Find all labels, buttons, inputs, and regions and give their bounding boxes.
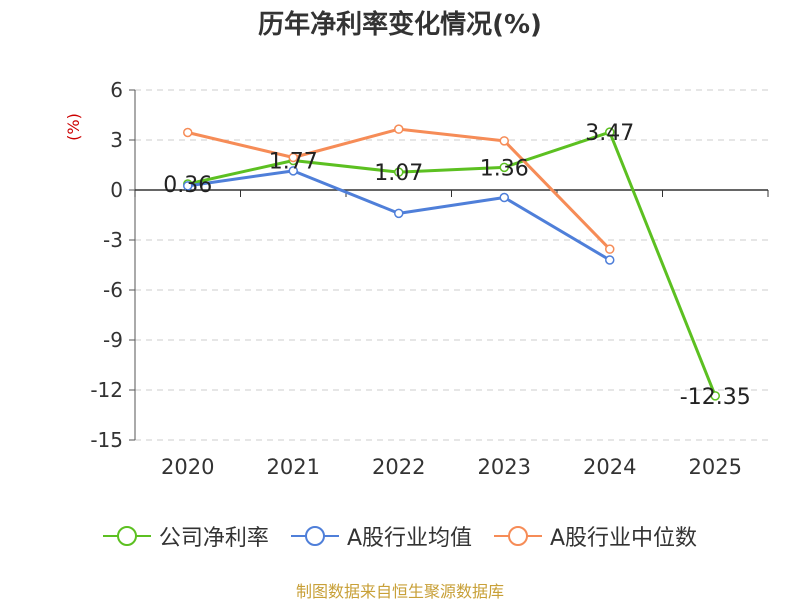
legend-marker-icon (290, 526, 339, 546)
y-tick-label: 3 (110, 128, 123, 152)
legend-label: 公司净利率 (158, 526, 269, 551)
chart-title: 历年净利率变化情况(%) (258, 10, 542, 40)
data-label: 0.36 (163, 173, 212, 198)
y-tick-label: 0 (110, 178, 123, 202)
data-point (394, 167, 404, 177)
data-point (605, 255, 615, 265)
data-point (288, 152, 298, 163)
legend-item[interactable]: 公司净利率 (102, 520, 269, 552)
legend-marker-icon (102, 526, 151, 546)
series-line (187, 130, 717, 397)
data-point (605, 244, 615, 254)
y-tick-label: -6 (103, 278, 123, 302)
data-point (183, 127, 193, 138)
legend-circle (116, 526, 137, 546)
data-point (183, 181, 193, 191)
legend-circle (304, 526, 325, 546)
legend-label: A股行业中位数 (550, 526, 698, 551)
series-line (187, 127, 611, 251)
axis-layer: 6 3 0 -3 -6 -9 -12 -15 2020 2021 2022 2023 2024 2025 (90, 78, 769, 479)
data-point (710, 391, 720, 401)
legend: 公司净利率 A股行业均值 A股行业中位数 (0, 518, 800, 554)
y-tick-label: 6 (110, 78, 123, 102)
data-label: -12.35 (680, 385, 751, 410)
x-tick-label: 2022 (372, 455, 425, 479)
x-tick-label: 2024 (583, 455, 636, 479)
data-label: 1.07 (374, 161, 423, 186)
y-tick-label: -12 (90, 378, 123, 402)
data-label: 1.77 (269, 150, 318, 175)
x-tick-label: 2025 (689, 455, 742, 479)
legend-label: A股行业均值 (346, 526, 472, 551)
data-point (394, 124, 404, 134)
series-layer (183, 124, 720, 401)
data-point (499, 136, 509, 146)
data-label-layer: 0.36 1.77 1.07 1.36 3.47 -12.35 (163, 121, 750, 410)
x-tick-label: 2020 (161, 455, 214, 479)
data-label: 1.36 (480, 156, 529, 181)
data-point (499, 192, 509, 203)
x-tick-label: 2023 (478, 455, 531, 479)
x-tick-label: 2021 (267, 455, 320, 479)
legend-item[interactable]: A股行业均值 (290, 520, 472, 552)
source-note: 制图数据来自恒生聚源数据库 (295, 582, 504, 601)
y-tick-label: -9 (103, 328, 123, 352)
data-label: 3.47 (585, 121, 634, 146)
y-tick-label: -3 (103, 228, 123, 252)
data-point (394, 208, 404, 219)
y-tick-label: -15 (90, 428, 123, 452)
legend-marker-icon (494, 526, 542, 546)
y-axis-label: (%) (64, 113, 83, 141)
legend-circle (508, 526, 528, 546)
data-point (605, 127, 615, 137)
legend-item[interactable]: A股行业中位数 (494, 520, 697, 552)
data-point (288, 166, 298, 176)
data-point (499, 162, 509, 173)
